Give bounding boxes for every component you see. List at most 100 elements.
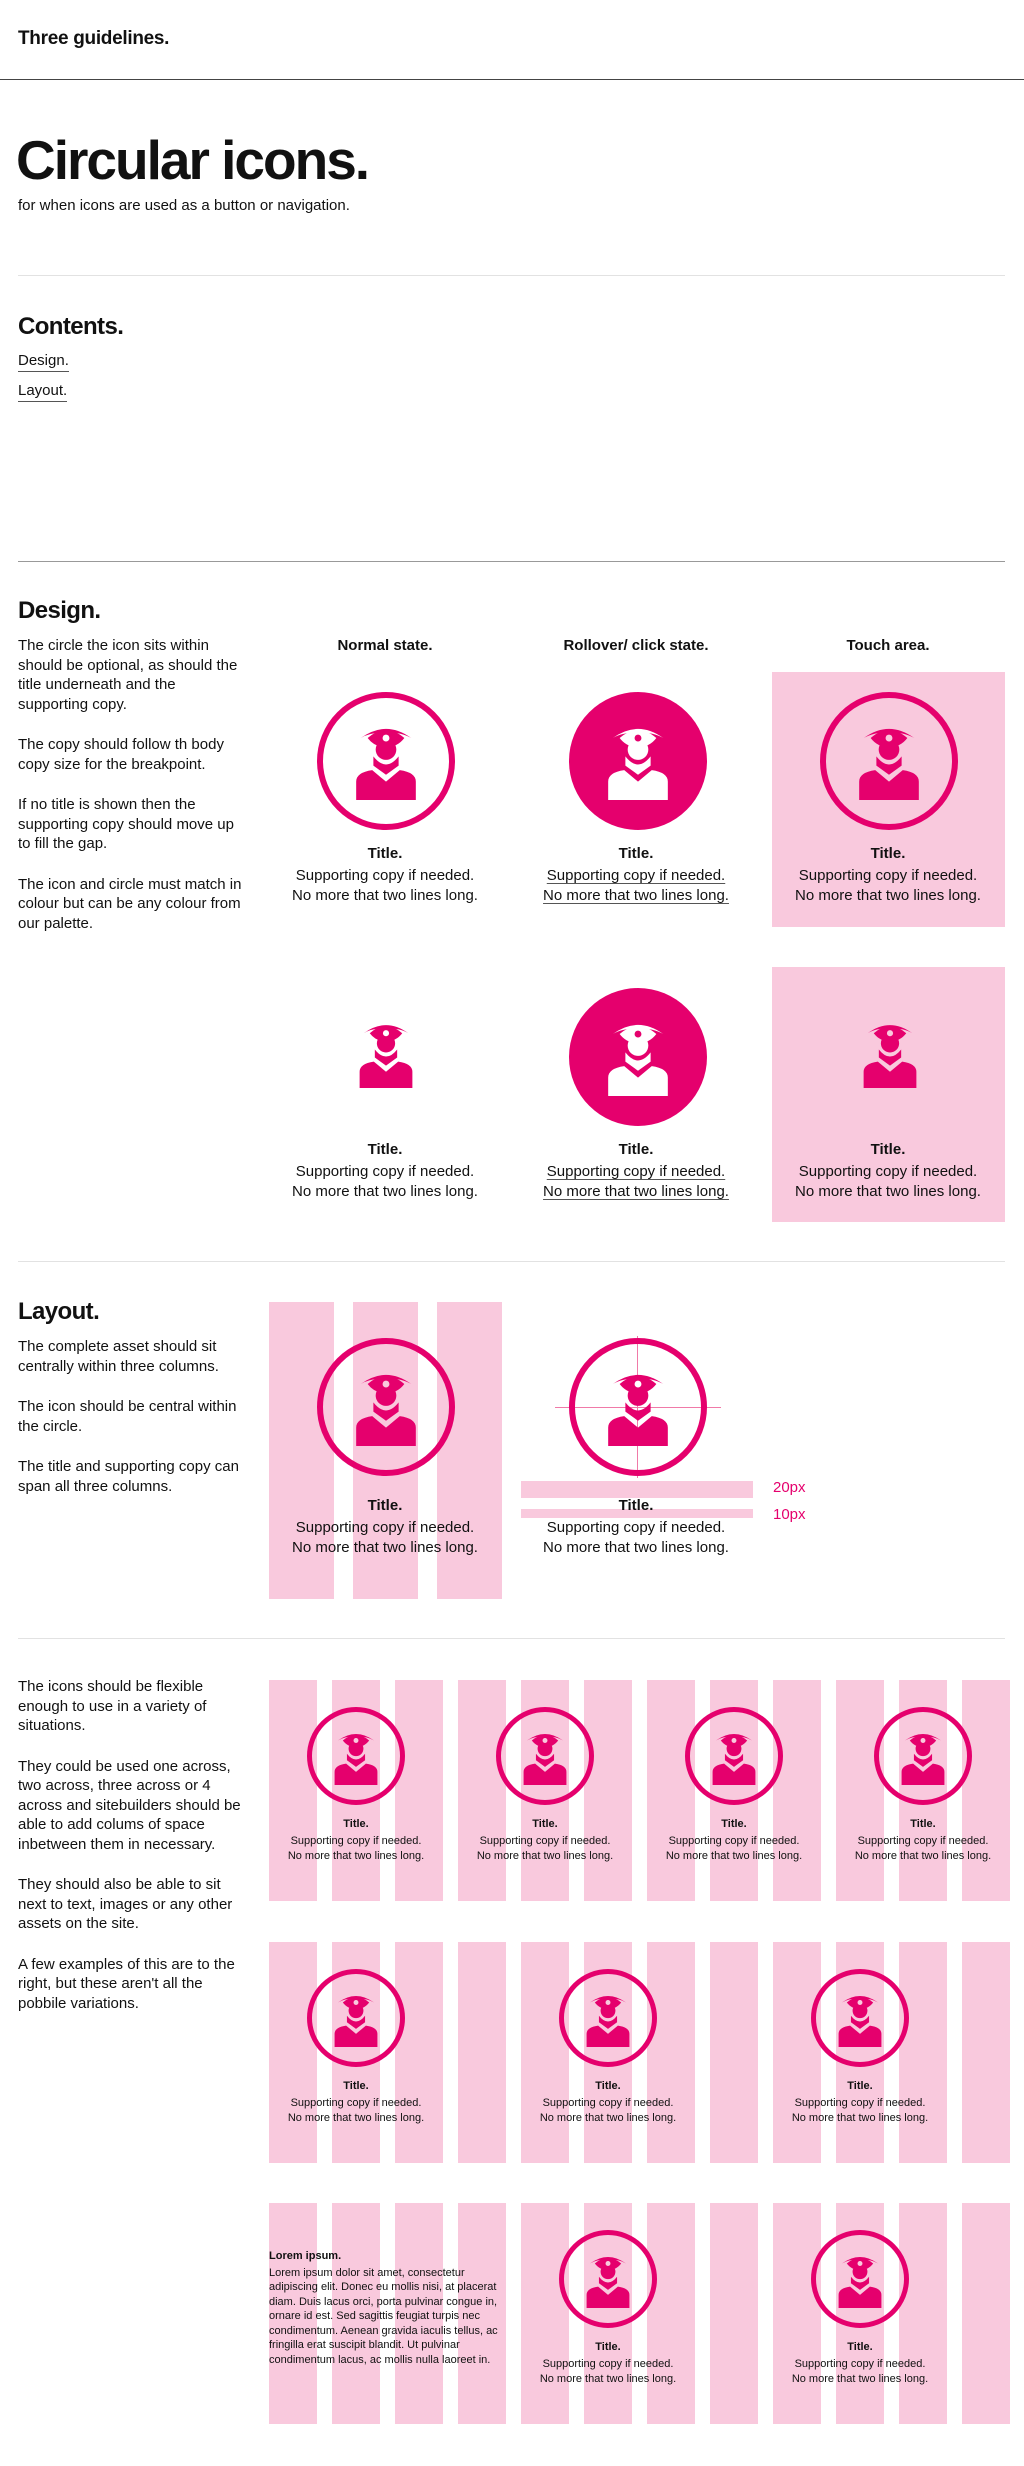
grid-column [836, 1680, 884, 1901]
icon-circle[interactable] [307, 1969, 405, 2067]
copy-line[interactable]: Supporting copy if needed. [546, 867, 726, 884]
icon-circle[interactable] [317, 692, 455, 830]
grid-column [710, 2203, 758, 2424]
pirate-icon [608, 728, 668, 800]
copy-line[interactable]: Supporting copy if needed. [546, 1163, 726, 1180]
asset-title: Title. [343, 2080, 369, 2092]
icon-circle[interactable] [559, 2230, 657, 2328]
icon-circle [569, 1338, 707, 1476]
icon-circle[interactable] [811, 1969, 909, 2067]
asset-title: Title. [595, 2341, 621, 2353]
page-title: Circular icons. [16, 129, 370, 191]
grid-column [395, 1680, 443, 1901]
design-paragraph: The icon and circle must match in colour… [18, 875, 242, 932]
copy-line[interactable]: No more that two lines long. [543, 1183, 729, 1200]
icon-circle-filled[interactable] [569, 692, 707, 830]
copy-line: No more that two lines long. [292, 1183, 478, 1200]
asset-title: Title. [367, 1497, 403, 1514]
icon-circle[interactable] [307, 1707, 405, 1805]
flex-paragraph: They should also be able to sit next to … [18, 1876, 233, 1932]
touch-area[interactable] [772, 967, 1005, 1222]
copy-line: No more that two lines long. [539, 2112, 677, 2124]
copy-line: No more that two lines long. [791, 2112, 929, 2124]
asset-copy: Supporting copy if needed. No more that t… [649, 1834, 819, 1864]
asset-title: Title. [910, 1818, 936, 1830]
design-text: The circle the icon sits within should b… [18, 636, 248, 933]
asset-title: Title. [532, 1818, 558, 1830]
copy-line[interactable]: No more that two lines long. [543, 887, 729, 904]
asset-title: Title. [870, 1141, 906, 1158]
design-paragraph: The copy should follow th body copy size… [18, 736, 224, 773]
asset-title: Title. [847, 2080, 873, 2092]
copy-line: No more that two lines long. [795, 887, 981, 904]
grid-column [458, 1680, 506, 1901]
pirate-icon [838, 1995, 882, 2047]
contents-link-layout[interactable]: Layout. [18, 382, 68, 402]
icon-circle[interactable] [874, 1707, 972, 1805]
layout-paragraph: The title and supporting copy can span a… [18, 1458, 239, 1495]
column-heading-rollover: Rollover/ click state. [563, 637, 709, 654]
contents-link-design[interactable]: Design. [18, 352, 69, 372]
icon-circle[interactable] [496, 1707, 594, 1805]
copy-line: Supporting copy if needed. [295, 1163, 475, 1180]
copy-line: Supporting copy if needed. [542, 2358, 674, 2370]
icon-circle[interactable] [559, 1969, 657, 2067]
design-paragraph: The circle the icon sits within should b… [18, 637, 238, 713]
grid-column [269, 1680, 317, 1901]
icon-circle[interactable] [685, 1707, 783, 1805]
icon-circle-filled[interactable] [569, 988, 707, 1126]
copy-line: Supporting copy if needed. [542, 2097, 674, 2109]
pirate-icon[interactable] [355, 1019, 417, 1088]
asset-title: Title. [721, 1818, 747, 1830]
copy-line: No more that two lines long. [287, 2112, 425, 2124]
page-subtitle: for when icons are used as a button or n… [18, 197, 350, 214]
asset-copy: Supporting copy if needed. No more that t… [775, 2357, 945, 2387]
grid-column [962, 2203, 1010, 2424]
pirate-icon [712, 1733, 756, 1785]
pirate-icon [608, 1374, 668, 1446]
design-title: Design. [18, 597, 101, 624]
icon-circle [317, 1338, 455, 1476]
pirate-icon [356, 728, 416, 800]
flex-paragraph: A few examples of this are to the right,… [18, 1955, 235, 2012]
pirate-icon [608, 1024, 668, 1096]
icon-circle [820, 692, 958, 830]
copy-line: Supporting copy if needed. [794, 2358, 926, 2370]
grid-column [962, 1942, 1010, 2163]
grid-column [458, 1942, 506, 2163]
grid-column [395, 2203, 443, 2424]
copy-line: Supporting copy if needed. [290, 2097, 422, 2109]
copy-line: Supporting copy if needed. [290, 1835, 422, 1847]
grid-column [773, 2203, 821, 2424]
asset-title: Title. [618, 1141, 654, 1158]
asset-copy: Supporting copy if needed. No more that t… [275, 1518, 495, 1558]
asset-copy: Supporting copy if needed. No more that t… [271, 2096, 441, 2126]
copy-line: No more that two lines long. [539, 2373, 677, 2385]
grid-column [773, 1680, 821, 1901]
asset-copy: Supporting copy if needed. No more that t… [775, 2096, 945, 2126]
divider [18, 561, 1005, 562]
asset-title: Title. [618, 1497, 654, 1514]
spacing-10px-guide [521, 1509, 753, 1518]
design-paragraph: If no title is shown then the supporting… [18, 796, 234, 852]
lorem-body: Lorem ipsum dolor sit amet, consectetur … [269, 2266, 498, 2366]
page-header-title: Three guidelines. [18, 28, 170, 49]
grid-column [584, 1680, 632, 1901]
grid-column [521, 1942, 569, 2163]
column-heading-touch: Touch area. [846, 637, 930, 654]
asset-copy-link[interactable]: Supporting copy if needed. No more that t… [526, 866, 746, 906]
icon-circle[interactable] [811, 2230, 909, 2328]
pirate-icon [586, 2256, 630, 2308]
divider [18, 1638, 1005, 1639]
asset-title: Title. [847, 2341, 873, 2353]
grid-column [458, 2203, 506, 2424]
grid-column [899, 1942, 947, 2163]
grid-column [710, 1942, 758, 2163]
header-divider [0, 79, 1024, 80]
layout-paragraph: The complete asset should sit centrally … [18, 1338, 219, 1375]
flex-text: The icons should be flexible enough to u… [18, 1677, 248, 2013]
pirate-icon [586, 1995, 630, 2047]
pirate-icon [901, 1733, 945, 1785]
asset-copy-link[interactable]: Supporting copy if needed. No more that t… [526, 1162, 746, 1202]
grid-column [521, 2203, 569, 2424]
